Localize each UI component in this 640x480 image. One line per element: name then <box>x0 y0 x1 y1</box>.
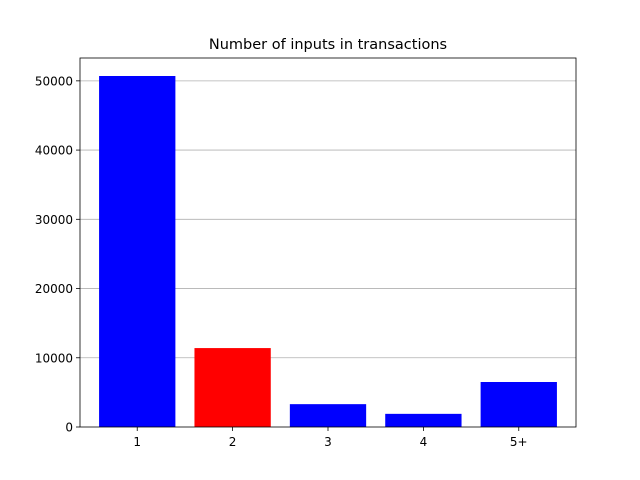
x-tick-label: 4 <box>420 435 428 449</box>
y-tick-label: 10000 <box>35 351 73 365</box>
bar-2 <box>194 348 271 427</box>
bar-4 <box>385 413 462 427</box>
y-tick-label: 50000 <box>35 74 73 88</box>
x-tick-label: 5+ <box>510 435 528 449</box>
chart-title: Number of inputs in transactions <box>209 37 447 53</box>
y-tick-label: 20000 <box>35 282 73 296</box>
bar-3 <box>289 404 367 427</box>
bars-layer <box>99 76 557 427</box>
y-tick-label: 30000 <box>35 213 73 227</box>
plot-frame <box>79 57 577 428</box>
x-tick-label: 3 <box>324 435 332 449</box>
axes-layer: 1 2 3 4 5+ 0 10000 20000 30000 40000 50000 <box>35 57 577 449</box>
x-tick-label: 1 <box>133 435 141 449</box>
bar-1 <box>99 76 176 427</box>
x-tick-label: 2 <box>229 435 237 449</box>
y-tick-label: 40000 <box>35 144 73 158</box>
bar-5+ <box>480 382 557 427</box>
y-tick-label: 0 <box>65 421 73 435</box>
